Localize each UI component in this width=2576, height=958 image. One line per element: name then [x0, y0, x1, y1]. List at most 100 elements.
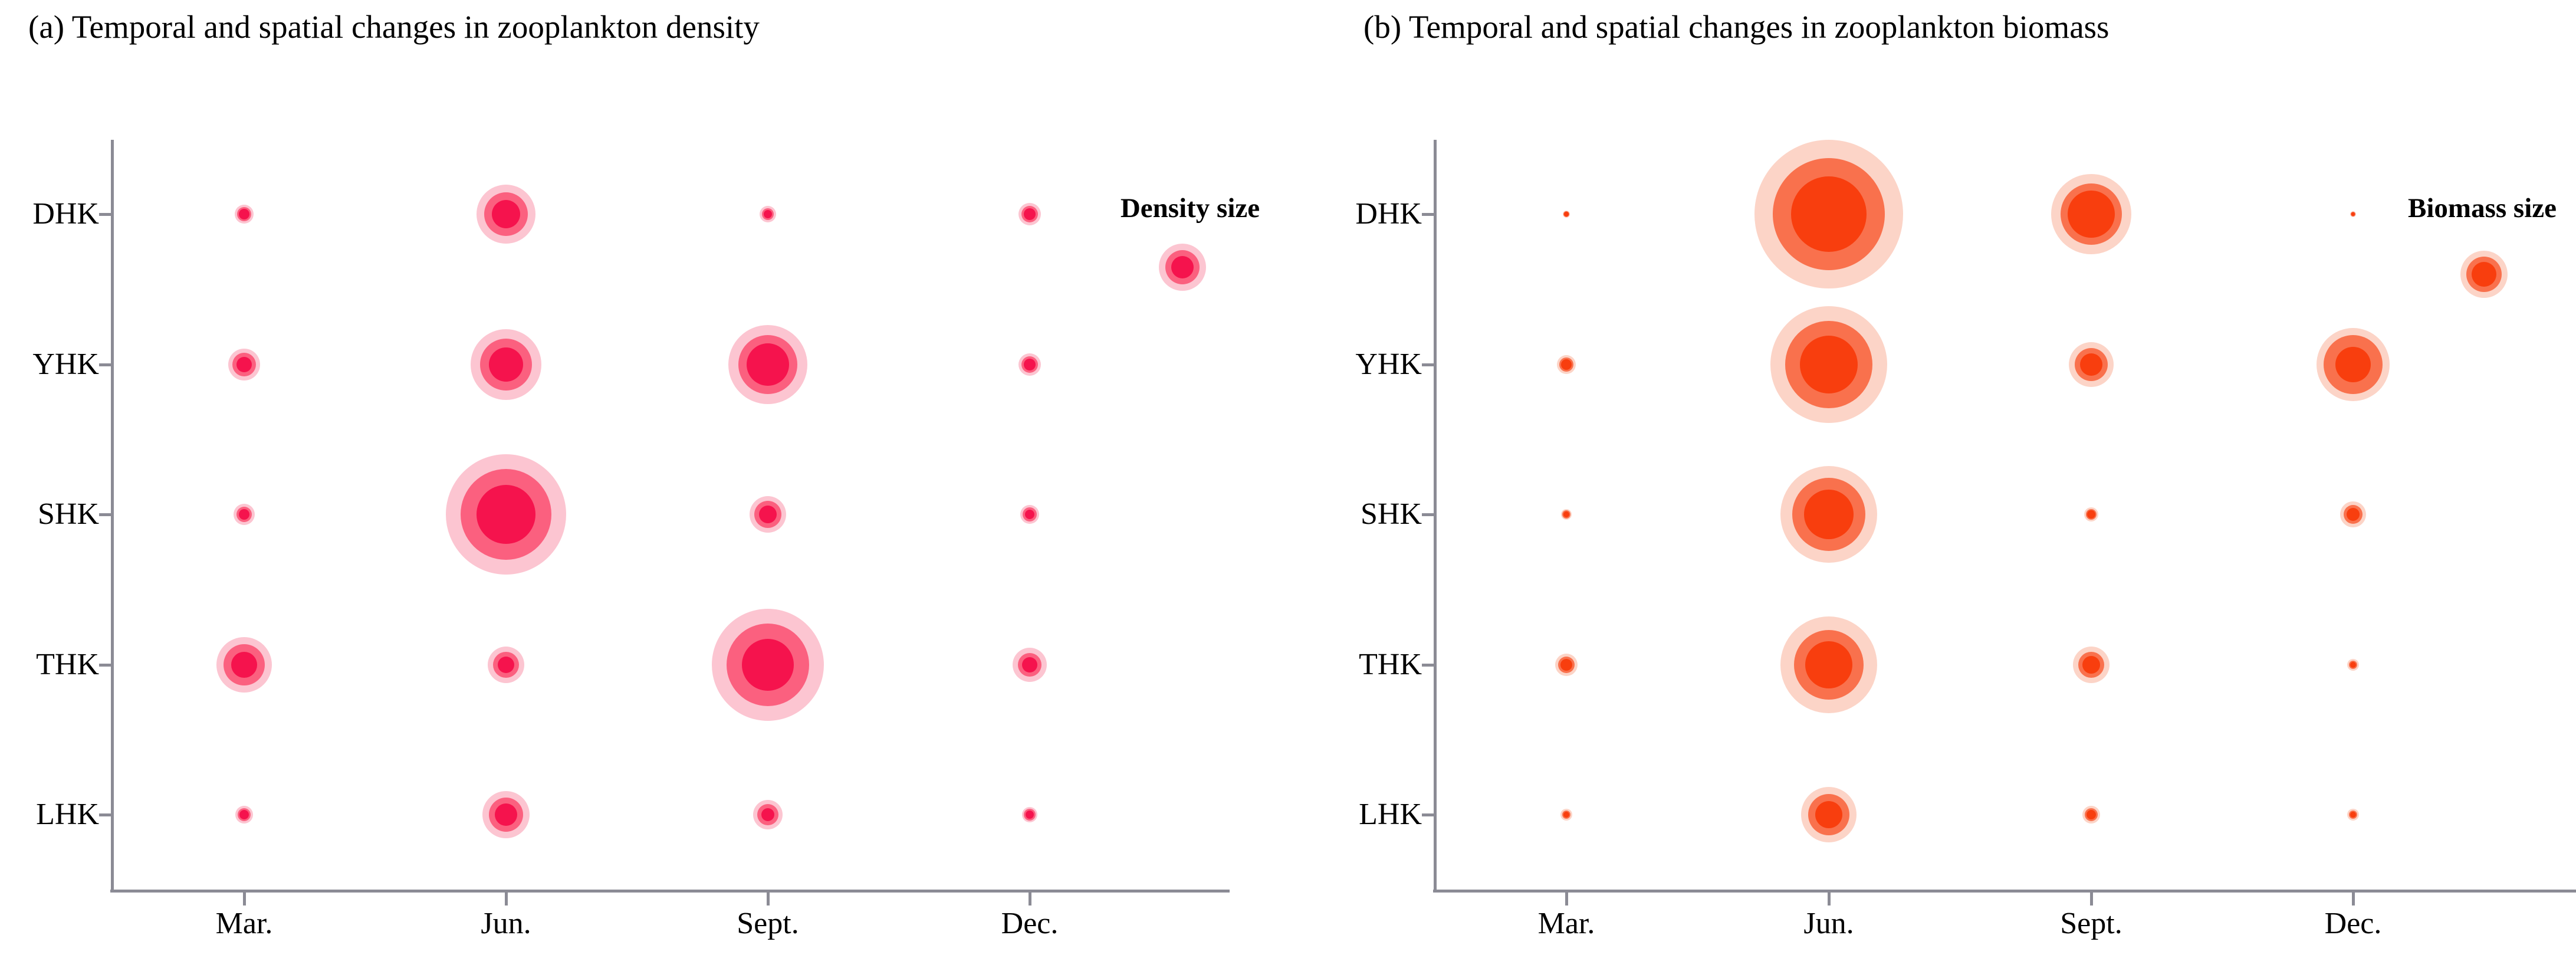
bubble-a-LHK-Dec [1022, 807, 1037, 822]
bubble-ring-core [1563, 511, 1569, 517]
x-axis-b [1433, 890, 2576, 893]
bubble-ring-core [239, 509, 249, 520]
bubble-b-LHK-Dec [2347, 809, 2359, 821]
y-tick-b-LHK [1422, 813, 1434, 816]
bubble-ring-core [1024, 359, 1036, 370]
bubble-ring-core [236, 357, 252, 372]
y-axis-a [111, 140, 114, 893]
bubble-ring-core [1561, 359, 1572, 370]
bubble-ring-core [2080, 353, 2102, 376]
x-tick-b-Dec [2352, 893, 2355, 905]
y-tick-b-THK [1422, 664, 1434, 667]
bubble-b-THK-Mar [1555, 654, 1578, 676]
bubble-a-SHK-Sept [750, 496, 786, 533]
bubble-b-THK-Jun [1780, 616, 1877, 713]
bubble-b-THK-Sept [2073, 647, 2110, 683]
bubble-ring-core [2351, 212, 2355, 216]
bubble-ring-core [1804, 490, 1854, 539]
bubble-ring-core [2347, 508, 2360, 521]
y-axis-label-b-SHK: SHK [1360, 497, 1422, 531]
y-axis-label-a-LHK: LHK [36, 798, 99, 831]
y-tick-b-YHK [1422, 363, 1434, 366]
bubble-b-YHK-Sept [2069, 342, 2114, 387]
bubble-ring-core [2087, 510, 2095, 519]
bubble-b-THK-Dec [2347, 659, 2359, 671]
y-tick-a-SHK [99, 513, 111, 516]
panel-a-title: (a) Temporal and spatial changes in zoop… [28, 9, 760, 45]
bubble-a-LHK-Mar [235, 806, 253, 824]
y-tick-b-SHK [1422, 513, 1434, 516]
bubble-ring-core [747, 343, 789, 386]
x-axis-label-a-Dec: Dec. [1001, 907, 1059, 940]
bubble-ring-core [759, 506, 777, 523]
panel-b-legend-label: Biomass size [2408, 193, 2557, 224]
bubble-ring-core [1805, 641, 1852, 688]
x-tick-a-Mar [243, 893, 246, 905]
y-axis-b [1434, 140, 1437, 893]
bubble-ring-core [1025, 510, 1034, 519]
bubble-b-SHK-Jun [1780, 466, 1877, 563]
bubble-ring-core [231, 652, 257, 678]
bubble-ring-core [495, 803, 517, 826]
panel-b-title: (b) Temporal and spatial changes in zoop… [1363, 9, 2110, 45]
bubble-ring-core [239, 810, 249, 819]
bubble-ring-core [1560, 659, 1572, 671]
bubble-b-SHK-Sept [2084, 507, 2098, 521]
y-tick-a-DHK [99, 213, 111, 216]
y-axis-label-b-THK: THK [1359, 648, 1422, 681]
bubble-ring-core [2068, 191, 2115, 238]
x-axis-a [110, 890, 1230, 893]
bubble-a-LHK-Sept [753, 800, 783, 829]
bubble-a-THK-Dec [1013, 648, 1047, 682]
bubble-b-YHK-Dec [2317, 328, 2390, 401]
bubble-ring-core [1791, 176, 1867, 252]
x-tick-a-Dec [1029, 893, 1031, 905]
bubble-a-THK-Mar [216, 637, 272, 693]
panel-a-legend-label: Density size [1120, 193, 1260, 224]
bubble-ring-core [742, 639, 794, 691]
bubble-b-DHK-Mar [1563, 211, 1570, 218]
x-tick-b-Sept [2090, 893, 2093, 905]
y-axis-label-a-YHK: YHK [32, 347, 99, 381]
bubble-ring-core [1171, 256, 1194, 278]
bubble-a-YHK-Jun [471, 329, 541, 400]
x-axis-label-a-Sept: Sept. [737, 907, 799, 940]
y-axis-label-a-THK: THK [36, 648, 99, 681]
bubble-b-legend [2460, 251, 2508, 298]
bubble-a-LHK-Jun [482, 791, 530, 838]
bubble-a-YHK-Mar [228, 349, 260, 380]
bubble-ring-core [1026, 811, 1034, 819]
bubble-a-SHK-Mar [234, 504, 255, 525]
x-axis-label-b-Dec: Dec. [2324, 907, 2382, 940]
bubble-b-DHK-Sept [2051, 174, 2131, 254]
bubble-ring-core [2350, 662, 2356, 668]
x-tick-b-Mar [1565, 893, 1568, 905]
y-axis-label-b-YHK: YHK [1355, 347, 1422, 381]
x-axis-label-b-Mar: Mar. [1537, 907, 1595, 940]
bubble-ring-core [1563, 812, 1569, 818]
y-axis-label-b-LHK: LHK [1359, 798, 1422, 831]
bubble-a-SHK-Dec [1020, 505, 1039, 524]
bubble-b-SHK-Dec [2340, 501, 2366, 527]
y-tick-a-THK [99, 664, 111, 667]
bubble-a-THK-Jun [488, 647, 524, 683]
bubble-ring-core [477, 485, 535, 544]
y-axis-label-a-SHK: SHK [37, 497, 99, 531]
bubble-ring-core [2335, 347, 2371, 382]
x-axis-label-b-Sept: Sept. [2060, 907, 2122, 940]
bubble-ring-core [1800, 336, 1858, 393]
x-axis-label-a-Mar: Mar. [215, 907, 273, 940]
bubble-ring-core [489, 347, 523, 382]
bubble-ring-core [1024, 208, 1036, 220]
y-axis-label-b-DHK: DHK [1355, 197, 1422, 231]
bubble-ring-core [1815, 801, 1842, 828]
y-tick-b-DHK [1422, 213, 1434, 216]
y-tick-a-LHK [99, 813, 111, 816]
bubble-ring-core [2087, 810, 2096, 819]
y-axis-label-a-DHK: DHK [32, 197, 99, 231]
bubble-b-LHK-Jun [1801, 787, 1857, 842]
bubble-ring-core [2350, 812, 2356, 818]
bubble-a-legend [1159, 244, 1206, 291]
bubble-a-YHK-Dec [1018, 353, 1041, 376]
